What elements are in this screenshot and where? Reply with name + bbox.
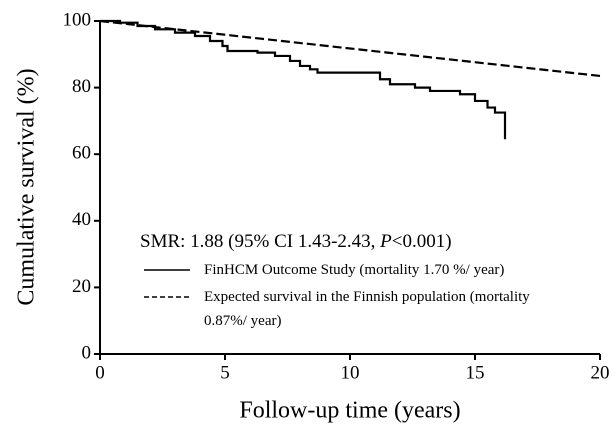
legend-swatch	[144, 269, 190, 271]
legend: FinHCM Outcome Study (mortality 1.70 %/ …	[144, 258, 544, 336]
y-tick-label: 0	[82, 342, 92, 363]
x-tick-label: 20	[591, 362, 610, 383]
survival-curve	[99, 19, 601, 78]
x-tick-label: 10	[341, 362, 360, 383]
y-tick-label: 20	[72, 276, 91, 297]
annotation-part: SMR: 1.88 (95% CI 1.43-2.43,	[140, 231, 380, 252]
x-axis-label: Follow-up time (years)	[239, 398, 460, 424]
legend-item: FinHCM Outcome Study (mortality 1.70 %/ …	[144, 258, 544, 282]
legend-label: Expected survival in the Finnish populat…	[204, 289, 530, 329]
y-tick-label: 40	[72, 209, 91, 230]
y-tick-label: 80	[72, 76, 91, 97]
legend-label: FinHCM Outcome Study (mortality 1.70 %/ …	[204, 262, 505, 278]
survival-curve	[100, 19, 507, 140]
annotation-part: P	[379, 231, 392, 252]
legend-item: Expected survival in the Finnish populat…	[144, 285, 544, 333]
y-tick-label: 100	[63, 9, 92, 30]
annotation-part: <0.001)	[392, 231, 452, 252]
y-tick-label: 60	[72, 143, 91, 164]
x-tick-label: 15	[466, 362, 485, 383]
annotation: SMR: 1.88 (95% CI 1.43-2.43, P<0.001)	[140, 231, 452, 252]
x-tick-label: 0	[95, 362, 105, 383]
x-tick-label: 5	[220, 362, 230, 383]
legend-swatch	[144, 296, 190, 298]
y-axis-label: Cumulative survival (%)	[14, 68, 40, 305]
